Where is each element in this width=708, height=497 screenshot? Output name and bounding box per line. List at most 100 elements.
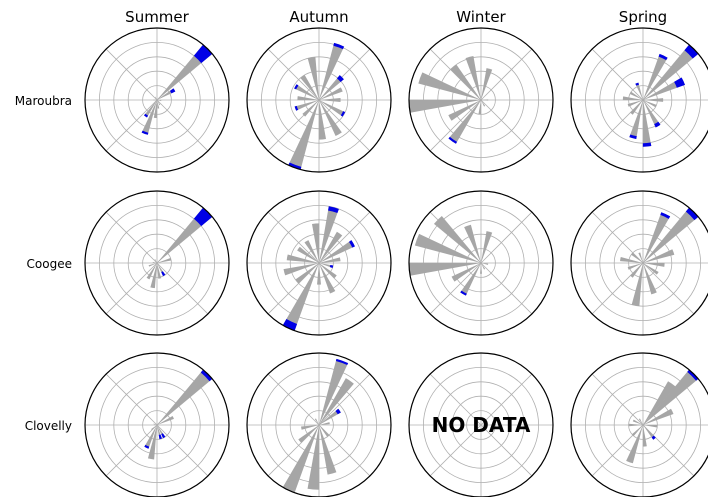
rose-bar-highlight [654, 121, 661, 128]
no-data-label: NO DATA [432, 413, 531, 437]
rose-bar [408, 262, 481, 276]
rose-bar [628, 423, 643, 427]
rose-bar [643, 98, 664, 102]
grid-spoke [267, 211, 320, 264]
rose-bar [297, 96, 319, 101]
rose-bar [643, 425, 656, 440]
rose-bar [307, 425, 320, 490]
rose-bar-highlight [349, 240, 355, 248]
rose-bar [319, 263, 337, 279]
rose-bar [418, 72, 481, 100]
rose-bar-highlight [460, 290, 467, 296]
rose-bar [481, 68, 493, 100]
rose-bar [150, 263, 157, 289]
rose-bar [141, 100, 157, 135]
rose-bar-highlight [144, 444, 150, 449]
polar-frame [570, 190, 708, 336]
rose-bar [643, 207, 699, 263]
grid-spoke [429, 373, 482, 426]
rose-bar [464, 224, 481, 263]
rose-bar [643, 369, 699, 425]
rose-bar-highlight [660, 212, 671, 219]
polar-frame [84, 27, 230, 173]
season-title-winter: Winter [456, 8, 506, 26]
rose-bar [154, 259, 157, 263]
rose-bar [157, 100, 161, 106]
rose-bar [317, 263, 321, 285]
season-titles: Summer Autumn Winter Spring [125, 8, 667, 26]
rose-bar [450, 64, 481, 100]
grid-spoke [318, 373, 371, 426]
rose-bar [282, 425, 319, 493]
rose-panel-clovelly-summer [84, 352, 230, 497]
grid-spoke [480, 99, 533, 152]
rose-bar-highlight [288, 162, 302, 170]
rose-panel-maroubra-spring [570, 27, 708, 173]
rose-bar [304, 240, 319, 263]
rose-bar [627, 263, 643, 270]
rose-bar [319, 98, 341, 102]
rose-bar-highlight [161, 271, 166, 277]
rose-bar [478, 100, 482, 115]
rose-bar-highlight [282, 319, 298, 331]
grid-spoke [156, 424, 209, 477]
grid-spoke [267, 373, 320, 426]
grid-spoke [105, 99, 158, 152]
rose-bar [319, 408, 341, 425]
polar-frame [570, 27, 708, 173]
rose-bar-highlight [635, 82, 639, 86]
polar-frame [84, 190, 230, 336]
grid-spoke [105, 373, 158, 426]
grid-spoke [480, 211, 533, 264]
rose-bar [630, 263, 643, 278]
rose-bar-highlight [685, 207, 699, 221]
grid-spoke [591, 48, 644, 101]
rose-bar [643, 100, 661, 128]
polar-frame [408, 27, 554, 173]
rose-bar [288, 100, 319, 170]
rose-bar [638, 418, 643, 425]
grid-spoke [105, 262, 158, 315]
rose-bar [307, 56, 319, 100]
grid-spoke [480, 262, 533, 315]
rose-bar [643, 212, 671, 263]
rose-bar [433, 215, 481, 263]
rose-bar [319, 422, 330, 425]
rose-bar-highlight [141, 130, 149, 135]
rose-bar [414, 233, 481, 263]
grid-spoke [642, 99, 695, 152]
rose-bar [622, 96, 643, 101]
rose-bar [298, 425, 319, 443]
rose-bar [635, 82, 643, 100]
grid-spoke [480, 48, 533, 101]
rose-bar [319, 100, 342, 136]
rose-bar [643, 100, 657, 108]
grid-spoke [105, 211, 158, 264]
rose-bar [642, 100, 652, 147]
rose-bar [157, 258, 172, 263]
grid-spoke [642, 262, 695, 315]
rose-bar [643, 424, 658, 428]
rose-panel-clovelly-spring [570, 352, 708, 497]
rose-panels: NO DATA [84, 27, 708, 497]
rose-bar [157, 100, 160, 109]
grid-spoke [318, 99, 371, 152]
rose-bar [319, 257, 341, 263]
rose-bar [319, 206, 339, 263]
rose-bar [630, 100, 643, 115]
rose-bar [148, 263, 157, 267]
rose-panel-coogee-winter [408, 190, 554, 336]
rose-panel-clovelly-autumn [246, 352, 392, 497]
rose-bar-highlight [328, 206, 339, 213]
rose-bar [153, 423, 157, 425]
rose-bar [147, 425, 157, 460]
rose-bar [157, 263, 162, 279]
rose-bar [319, 263, 334, 268]
grid-spoke [429, 262, 482, 315]
rose-bar [481, 263, 489, 265]
rose-bar [302, 100, 319, 117]
grid-spoke [429, 99, 482, 152]
rose-bar [638, 252, 643, 263]
rose-bar [282, 263, 319, 331]
